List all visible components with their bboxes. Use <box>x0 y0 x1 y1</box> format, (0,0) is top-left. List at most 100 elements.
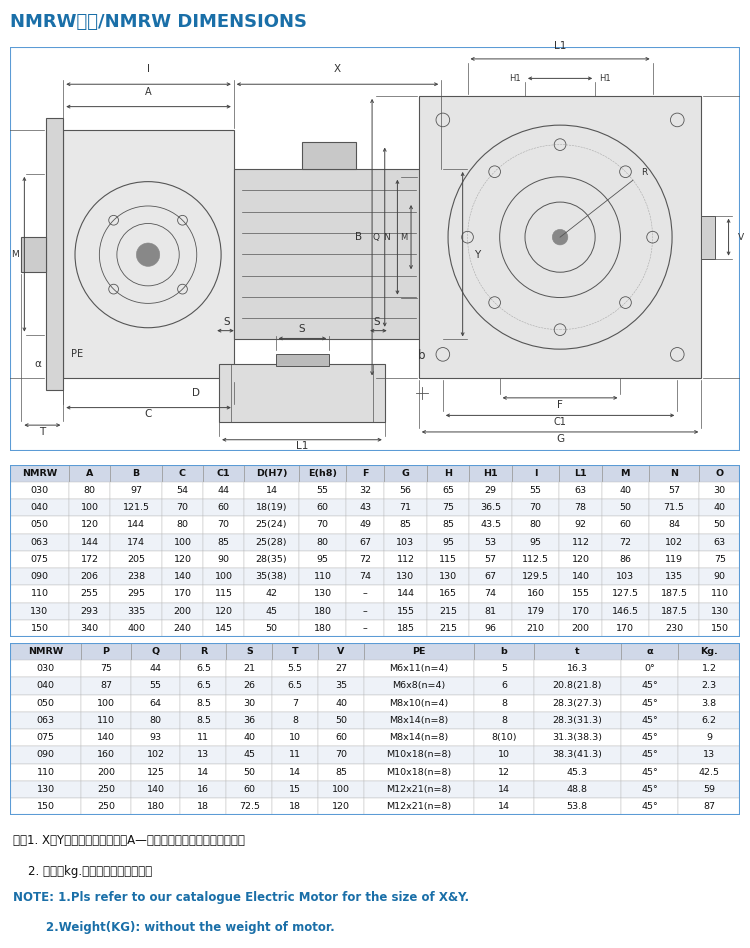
Text: 55: 55 <box>316 486 328 495</box>
Bar <box>364 763 474 781</box>
Bar <box>534 781 621 798</box>
Text: 121.5: 121.5 <box>122 503 149 512</box>
Circle shape <box>136 243 160 266</box>
Text: 140: 140 <box>97 733 115 742</box>
Text: 28.3(31.3): 28.3(31.3) <box>553 716 602 725</box>
Text: E(h8): E(h8) <box>308 468 337 478</box>
Bar <box>10 603 69 620</box>
Text: –: – <box>363 624 368 633</box>
Text: A: A <box>145 87 152 97</box>
Text: 063: 063 <box>37 716 55 725</box>
Text: NOTE: 1.Pls refer to our catalogue Electric Motor for the size of X&Y.: NOTE: 1.Pls refer to our catalogue Elect… <box>13 891 470 904</box>
Text: 100: 100 <box>173 538 191 547</box>
Bar <box>678 677 740 695</box>
Bar <box>181 746 226 763</box>
Bar <box>346 534 384 551</box>
Text: 50: 50 <box>243 768 255 776</box>
Text: 48.8: 48.8 <box>567 785 588 793</box>
Bar <box>110 603 162 620</box>
Bar <box>678 712 740 729</box>
Text: R: R <box>200 647 207 656</box>
Text: 72.5: 72.5 <box>238 802 260 811</box>
Bar <box>384 568 427 585</box>
Bar <box>203 568 244 585</box>
Bar <box>81 695 131 712</box>
Bar <box>299 585 346 603</box>
Bar <box>560 551 602 568</box>
Text: 130: 130 <box>30 607 49 615</box>
Text: NMRW尺寸/NMRW DIMENSIONS: NMRW尺寸/NMRW DIMENSIONS <box>10 13 307 31</box>
Bar <box>470 517 512 534</box>
Bar <box>699 465 740 482</box>
Bar <box>10 746 81 763</box>
Bar <box>226 695 272 712</box>
Text: –: – <box>363 607 368 615</box>
Bar <box>364 695 474 712</box>
Text: PE: PE <box>413 647 426 656</box>
Bar <box>244 620 299 637</box>
Text: 200: 200 <box>572 624 590 633</box>
Text: 87: 87 <box>100 682 112 690</box>
Text: 50: 50 <box>620 503 632 512</box>
Bar <box>203 517 244 534</box>
Bar <box>699 517 740 534</box>
Bar <box>299 551 346 568</box>
Bar <box>318 746 364 763</box>
Bar <box>346 517 384 534</box>
Bar <box>110 517 162 534</box>
Text: 110: 110 <box>711 590 729 598</box>
Text: 56: 56 <box>400 486 412 495</box>
Text: 44: 44 <box>150 665 162 673</box>
Bar <box>512 534 560 551</box>
Text: 14: 14 <box>197 768 209 776</box>
Text: 130: 130 <box>314 590 332 598</box>
Bar <box>621 798 678 815</box>
Text: 45°: 45° <box>641 716 658 725</box>
Bar <box>346 568 384 585</box>
Text: 11: 11 <box>197 733 209 742</box>
Text: 9: 9 <box>706 733 712 742</box>
Text: 179: 179 <box>526 607 544 615</box>
Text: 090: 090 <box>37 751 55 759</box>
Bar <box>10 781 81 798</box>
Bar <box>678 798 740 815</box>
Text: 74: 74 <box>359 573 371 581</box>
Text: 44: 44 <box>217 486 229 495</box>
Bar <box>131 660 181 677</box>
Bar <box>10 499 69 517</box>
Bar <box>10 465 69 482</box>
Text: 10: 10 <box>498 751 510 759</box>
Bar <box>678 763 740 781</box>
Text: 25(28): 25(28) <box>256 538 287 547</box>
Bar <box>10 643 81 660</box>
Bar <box>69 465 110 482</box>
Bar <box>427 482 470 499</box>
Text: 180: 180 <box>314 624 332 633</box>
Bar <box>276 354 329 366</box>
Text: M10x18(n=8): M10x18(n=8) <box>386 751 452 759</box>
Text: 130: 130 <box>711 607 729 615</box>
Bar <box>474 643 534 660</box>
Bar <box>226 746 272 763</box>
Text: 110: 110 <box>31 590 49 598</box>
Text: α: α <box>34 358 41 369</box>
Text: 7: 7 <box>292 699 298 707</box>
Text: S: S <box>224 317 230 327</box>
Bar <box>649 534 699 551</box>
Bar <box>602 603 649 620</box>
Bar <box>272 695 318 712</box>
Bar <box>162 551 203 568</box>
Text: D(H7): D(H7) <box>256 468 287 478</box>
Text: 40: 40 <box>714 503 726 512</box>
Text: 35(38): 35(38) <box>256 573 287 581</box>
Bar <box>10 620 69 637</box>
Text: 255: 255 <box>81 590 99 598</box>
Bar <box>46 118 63 390</box>
Text: 050: 050 <box>31 520 49 529</box>
Text: 8(10): 8(10) <box>491 733 517 742</box>
Bar <box>699 551 740 568</box>
Text: 45.3: 45.3 <box>567 768 588 776</box>
Bar <box>384 517 427 534</box>
Bar <box>678 746 740 763</box>
Text: 293: 293 <box>80 607 99 615</box>
